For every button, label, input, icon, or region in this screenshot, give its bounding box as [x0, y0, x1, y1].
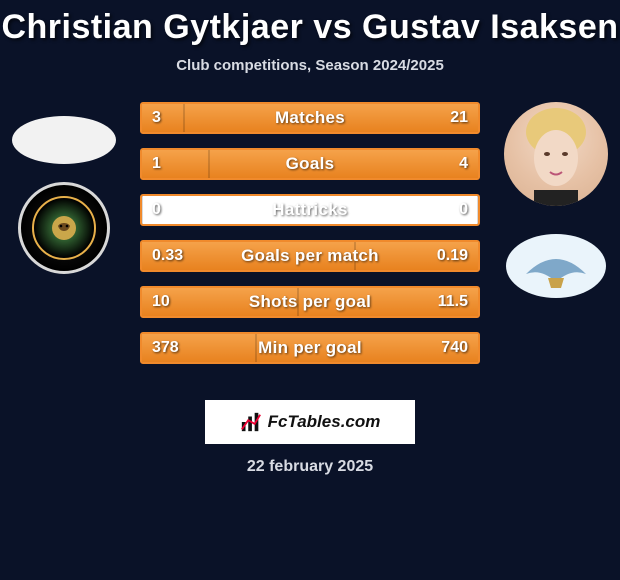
- lazio-eagle-icon: [506, 234, 606, 298]
- stat-row: 321Matches: [140, 102, 480, 134]
- stat-value-left: 10: [142, 288, 180, 316]
- brand-badge[interactable]: FcTables.com: [205, 400, 415, 444]
- stat-value-left: 3: [142, 104, 171, 132]
- stat-row: 1011.5Shots per goal: [140, 286, 480, 318]
- bar-fill-right: [209, 150, 478, 178]
- stat-row: 378740Min per goal: [140, 332, 480, 364]
- right-player-avatar: [504, 102, 608, 206]
- stat-value-right: 0: [449, 196, 478, 224]
- lion-icon: [44, 208, 84, 248]
- bar-fill-right: [184, 104, 478, 132]
- left-player-column: [4, 102, 124, 274]
- left-club-badge: [18, 182, 110, 274]
- stat-row: 14Goals: [140, 148, 480, 180]
- right-club-badge: [506, 234, 606, 298]
- right-player-column: [496, 102, 616, 298]
- date-stamp: 22 february 2025: [0, 458, 620, 476]
- stat-value-left: 0.33: [142, 242, 193, 270]
- venezia-crest-icon: [32, 196, 96, 260]
- stat-value-left: 0: [142, 196, 171, 224]
- page-title: Christian Gytkjaer vs Gustav Isaksen: [0, 0, 620, 47]
- stat-value-left: 1: [142, 150, 171, 178]
- brand-label: FcTables.com: [268, 412, 381, 432]
- stat-value-left: 378: [142, 334, 189, 362]
- stat-value-right: 11.5: [428, 288, 478, 316]
- stat-value-right: 4: [449, 150, 478, 178]
- stat-value-right: 740: [431, 334, 478, 362]
- stat-row: 0 0Hattricks: [140, 194, 480, 226]
- stat-label: Hattricks: [142, 196, 478, 224]
- left-player-avatar: [12, 116, 116, 164]
- face-icon: [504, 102, 608, 206]
- comparison-chart: 321Matches14Goals00Hattricks0.330.19Goal…: [0, 102, 620, 382]
- bar-chart-icon: [240, 411, 262, 433]
- stat-value-right: 21: [440, 104, 478, 132]
- stat-row: 0.330.19Goals per match: [140, 240, 480, 272]
- stat-bars: 321Matches14Goals00Hattricks0.330.19Goal…: [140, 102, 480, 364]
- subtitle: Club competitions, Season 2024/2025: [0, 57, 620, 74]
- stat-value-right: 0.19: [427, 242, 478, 270]
